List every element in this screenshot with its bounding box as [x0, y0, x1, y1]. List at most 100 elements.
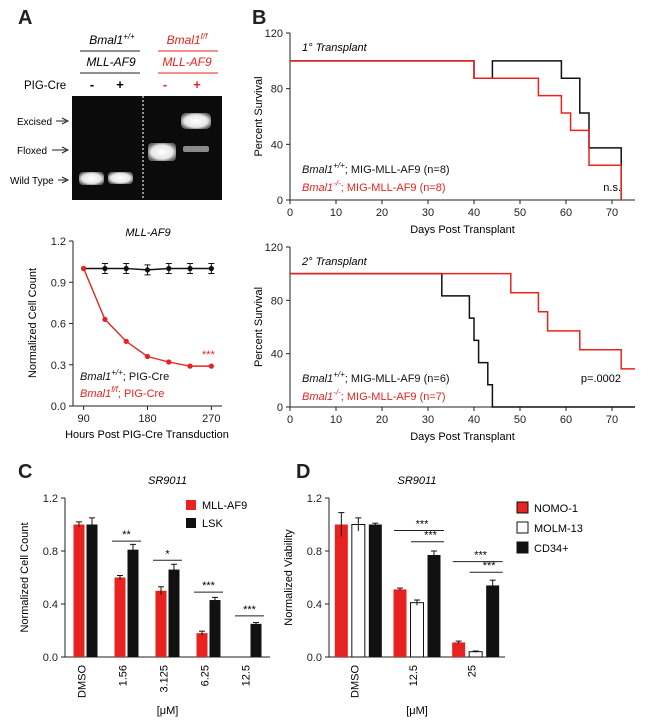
legend-swatch	[516, 521, 529, 534]
significance-label: ***	[416, 518, 430, 530]
gel-band-wt-lane2	[108, 172, 133, 184]
significance-label: ***	[202, 580, 216, 592]
y-tick-label: 120	[265, 242, 283, 254]
chart-c-bars: 0.0 0.4 0.8 1.2 Normalized Cell Count SR9011 […	[19, 475, 270, 717]
gel-group1-construct: MLL-AF9	[86, 55, 136, 69]
data-point	[144, 353, 151, 360]
series-line-1	[82, 268, 212, 367]
legend-label: MOLM-13	[534, 523, 583, 535]
y-tick-label: 0.0	[43, 652, 58, 664]
x-tick-label: 30	[422, 207, 434, 219]
x-axis-label: [μM]	[157, 705, 179, 717]
gel-lane1-sign: -	[90, 77, 94, 92]
x-tick-label: 10	[330, 414, 342, 426]
bar-MLL-AF9	[196, 633, 208, 657]
y-axis-label: Normalized Viability	[283, 529, 295, 626]
x-tick-label: DMSO	[77, 665, 89, 698]
gel-header: Bmal1+/+ MLL-AF9 Bmal1f/f MLL-AF9 PIG-Cr…	[24, 32, 218, 92]
y-tick-label: 120	[265, 28, 283, 40]
x-tick-label: 70	[606, 207, 618, 219]
gel-band-labels: Excised Floxed Wild Type	[10, 117, 70, 187]
y-tick-label: 0.3	[51, 360, 66, 372]
x-tick-label: 40	[468, 207, 480, 219]
chart-a-line: 0.0 0.3 0.6 0.9 1.2 90 180 270 MLL-AF9 Normalized…	[27, 227, 229, 441]
legend-label: MLL-AF9	[202, 500, 247, 512]
x-tick-label: 50	[514, 207, 526, 219]
y-tick-label: 0.8	[307, 546, 322, 558]
bar-LSK	[86, 524, 98, 657]
x-tick-label: 0	[287, 207, 293, 219]
legend-entry: Bmal1f/f; PIG-Cre	[80, 385, 164, 400]
x-tick-label: 1.56	[118, 665, 130, 686]
legend-entry: Bmal1+/+; MIG-MLL-AF9 (n=8)	[302, 161, 450, 176]
chart-title: SR9011	[148, 475, 187, 487]
y-tick-label: 0	[277, 402, 283, 414]
y-tick-label: 0.6	[51, 319, 66, 331]
bar-MLL-AF9	[73, 524, 85, 657]
bar-MOLM-13	[468, 651, 483, 658]
bar-MLL-AF9	[114, 577, 126, 657]
data-point	[166, 359, 172, 365]
y-tick-label: 0.4	[307, 599, 322, 611]
x-tick-label: 20	[376, 207, 388, 219]
y-tick-label: 80	[271, 295, 283, 307]
x-tick-label: 12.5	[408, 665, 420, 686]
legend-label: NOMO-1	[534, 503, 578, 515]
arrow-excised-icon	[61, 117, 70, 125]
y-tick-label: 1.2	[307, 493, 322, 505]
y-tick-label: 0.9	[51, 277, 66, 289]
x-tick-label: 25	[467, 665, 479, 677]
x-tick-label: 60	[560, 414, 572, 426]
chart-title: SR9011	[398, 475, 437, 487]
x-tick-label: 6.25	[200, 665, 212, 686]
gel-lane3-sign: -	[163, 77, 167, 92]
gel-band-floxed-lane3	[148, 143, 176, 161]
gel-band-wt-lane1	[79, 172, 104, 185]
y-axis-label: Normalized Cell Count	[27, 268, 39, 378]
bar-MOLM-13	[410, 602, 424, 658]
gel-group2-genotype: Bmal1f/f	[167, 32, 208, 47]
y-tick-label: 0	[277, 195, 283, 207]
significance-label: n.s.	[603, 182, 621, 194]
survival-curve-0	[290, 272, 635, 408]
x-tick-label: 40	[468, 414, 480, 426]
arrow-floxed-icon	[61, 146, 70, 154]
x-tick-label: 180	[138, 413, 156, 425]
bar-LSK	[168, 569, 180, 657]
significance-label: ***	[202, 349, 216, 361]
y-tick-label: 0.0	[51, 401, 66, 413]
gel-row-label: PIG-Cre	[24, 80, 66, 92]
gel-lane2-sign: +	[116, 77, 124, 92]
bar-CD34+	[368, 524, 382, 657]
x-tick-label: DMSO	[349, 665, 361, 698]
bar-MLL-AF9	[155, 590, 167, 657]
bar-NOMO-1	[452, 642, 466, 657]
x-tick-label: 0	[287, 414, 293, 426]
x-axis-label: Days Post Transplant	[410, 431, 515, 443]
bar-LSK	[250, 623, 262, 657]
significance-label: ***	[474, 550, 488, 562]
legend-entry: Bmal1-/-; MIG-MLL-AF9 (n=8)	[302, 179, 446, 194]
chart-title: MLL-AF9	[125, 227, 170, 239]
bar-CD34+	[486, 585, 500, 657]
y-tick-label: 1.2	[43, 493, 58, 505]
y-tick-label: 0.4	[43, 599, 58, 611]
panel-label-b: B	[252, 7, 266, 29]
y-tick-label: 0.0	[307, 652, 322, 664]
y-tick-label: 0.8	[43, 546, 58, 558]
legend-swatch	[186, 500, 196, 510]
x-axis-label: Days Post Transplant	[410, 224, 515, 236]
data-point	[81, 265, 87, 272]
significance-label: p=.0002	[581, 373, 621, 385]
survival-curve-1	[290, 60, 622, 200]
panel-label-d: D	[296, 461, 310, 483]
chart-b-survival-secondary: 0 40 80 120 0 10 20 30 40 50 60 70 Percent Survival D…	[253, 242, 635, 443]
legend-label: CD34+	[534, 543, 569, 555]
x-tick-label: 270	[202, 413, 220, 425]
x-tick-label: 12.5	[241, 665, 253, 686]
x-tick-label: 30	[422, 414, 434, 426]
x-tick-label: 10	[330, 207, 342, 219]
legend-entry: Bmal1-/-; MIG-MLL-AF9 (n=7)	[302, 388, 446, 403]
bar-MOLM-13	[351, 524, 366, 658]
bar-CD34+	[427, 554, 441, 657]
